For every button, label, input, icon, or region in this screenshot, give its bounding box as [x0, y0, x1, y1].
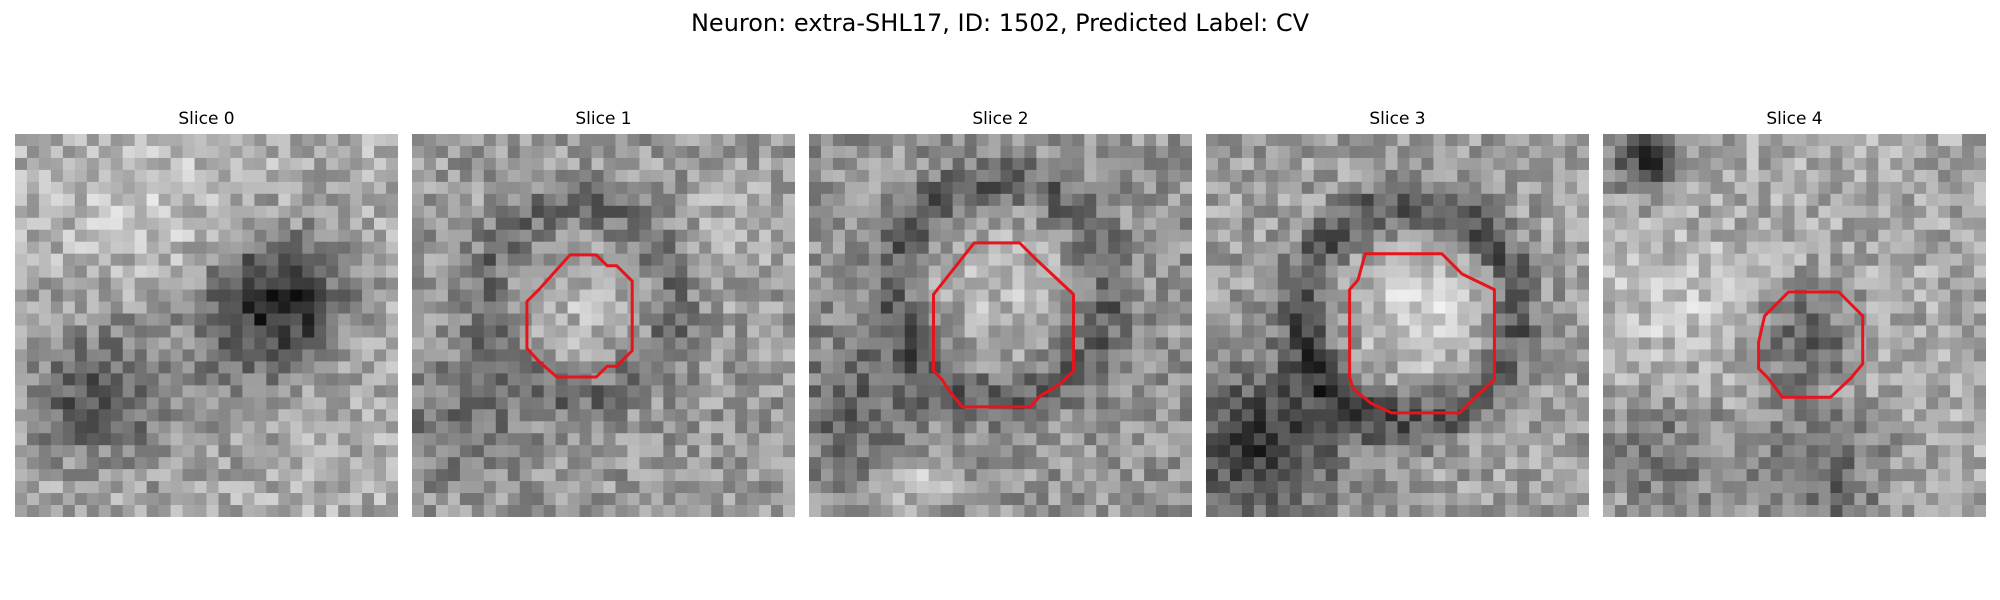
slice-title-2: Slice 2 [972, 109, 1029, 129]
slice-image-3 [1206, 134, 1589, 517]
slice-title-3: Slice 3 [1369, 109, 1426, 129]
neuron-contour-2 [932, 241, 1075, 409]
figure-title: Neuron: extra-SHL17, ID: 1502, Predicted… [690, 9, 1310, 37]
slice-title-0: Slice 0 [178, 109, 235, 129]
slice-image-1 [412, 134, 795, 517]
slice-image-0 [15, 134, 398, 517]
slice-image-4 [1603, 134, 1986, 517]
neuron-contour-1 [525, 253, 634, 379]
slice-image-2 [809, 134, 1192, 517]
neuron-contour-4 [1757, 290, 1865, 399]
slice-title-4: Slice 4 [1766, 109, 1823, 129]
neuron-contour-3 [1348, 252, 1496, 415]
slice-title-1: Slice 1 [575, 109, 632, 129]
